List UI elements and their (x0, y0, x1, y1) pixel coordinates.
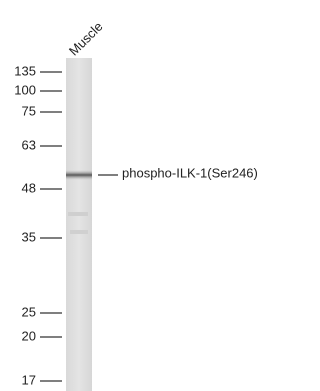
gel-lane (66, 58, 92, 391)
marker-label: 17 (22, 372, 36, 387)
faint-band (70, 230, 88, 234)
marker-label: 135 (14, 63, 36, 78)
lane-label: Muscle (66, 19, 106, 59)
marker-label: 75 (22, 103, 36, 118)
marker-label: 100 (14, 82, 36, 97)
band (66, 170, 92, 180)
marker-label: 25 (22, 304, 36, 319)
marker-label: 20 (22, 328, 36, 343)
marker-label: 63 (22, 137, 36, 152)
band-label: phospho-ILK-1(Ser246) (122, 165, 258, 180)
blot-figure: Muscle 135 100 75 63 48 35 25 20 17 phos… (0, 0, 291, 391)
marker-label: 35 (22, 229, 36, 244)
faint-band (68, 212, 88, 216)
markers: 135 100 75 63 48 35 25 20 17 (14, 63, 62, 387)
marker-label: 48 (22, 180, 36, 195)
